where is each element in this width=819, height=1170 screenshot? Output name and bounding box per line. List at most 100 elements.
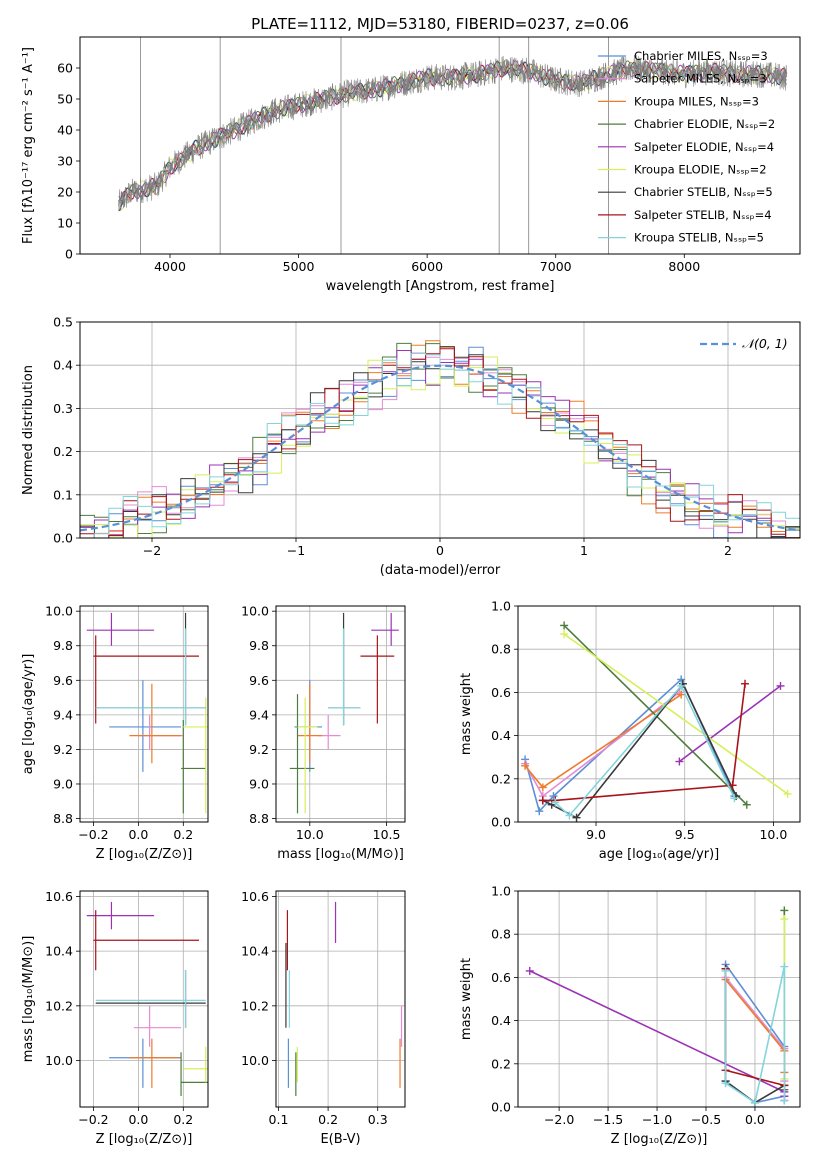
weight-marker-chabrier_stelib: [572, 813, 581, 822]
y-tick-label: 9.0: [53, 776, 73, 791]
weight-line-salpeter_stelib: [542, 683, 746, 802]
legend-label-normal: 𝒩(0, 1): [742, 336, 788, 351]
mass-vs-ebv-panel: 0.1 0.2 0.3 10.0 10.2 10.4 10.6 E(B-V): [241, 889, 406, 1147]
x-axis-label: Z [log₁₀(Z/Z⊙)]: [96, 1132, 193, 1147]
weight-marker-chabrier_elodie: [742, 800, 751, 809]
y-tick-label: 0.8: [491, 927, 511, 942]
age-vs-mass-panel: 10.0 10.5 8.8 9.0 9.2 9.4 9.6 9.8 10.0 mass [log₁…: [241, 604, 406, 862]
weight-marker-chabrier_miles: [535, 807, 544, 816]
y-tick-label: 0.5: [53, 315, 73, 330]
y-tick-label: 9.6: [249, 673, 269, 688]
legend-label-kroupa_miles: Kroupa MILES, Nₛₛₚ=3: [634, 94, 759, 108]
error-bar-kroupa_elodie: [183, 1046, 208, 1083]
y-tick-label: 0.8: [491, 642, 511, 657]
y-tick-label: 8.8: [53, 811, 73, 826]
weight-marker-salpeter_stelib: [538, 796, 547, 805]
x-tick-label: 0: [436, 543, 444, 558]
y-tick-label: 40: [57, 123, 73, 138]
y-tick-label: 0.0: [491, 1100, 511, 1115]
weight-line-chabrier_stelib: [542, 682, 737, 819]
legend-label-salpeter_elodie: Salpeter ELODIE, Nₛₛₚ=4: [634, 140, 774, 154]
legend-label-chabrier_elodie: Chabrier ELODIE, Nₛₛₚ=2: [634, 117, 775, 131]
plot-frame: [79, 321, 801, 539]
y-tick-label: 20: [57, 185, 73, 200]
y-tick-label: 10.2: [241, 998, 269, 1013]
error-bars: [86, 901, 208, 1097]
x-axis-label: Z [log₁₀(Z/Z⊙)]: [96, 847, 193, 862]
x-tick-label: −2.0: [544, 1112, 574, 1127]
error-bar-salpeter_miles: [317, 714, 341, 750]
weight-lines: [521, 621, 792, 822]
error-bar-salpeter_miles: [133, 1005, 182, 1047]
age-vs-Z-panel: −0.2 0.0 0.2 8.8 9.0 9.2 9.4 9.6 9.8 10.0 Z [log₁₀…: [21, 604, 209, 862]
error-bar-kroupa_stelib: [95, 628, 206, 726]
weight-vs-Z-panel: −2.0 −1.5 −1.0 −0.5 0.0 0.0 0.2 0.4 0.6 0.8 1.0 Z […: [459, 884, 801, 1147]
x-tick-label: −0.2: [78, 1112, 108, 1127]
y-tick-label: 1.0: [491, 884, 511, 899]
error-bar-kroupa_miles: [129, 683, 182, 764]
plot-frame: [79, 890, 209, 1108]
x-tick-label: 0.2: [173, 827, 193, 842]
error-bar-salpeter_miles: [138, 714, 184, 750]
y-tick-label: 10.4: [241, 944, 269, 959]
y-tick-label: 0.2: [491, 1056, 511, 1071]
histogram-kroupa_elodie: [80, 356, 800, 538]
y-axis-label: mass [log₁₀(M/M⊙)]: [21, 936, 36, 1063]
y-tick-label: 0.3: [53, 401, 73, 416]
y-axis-label: Flux [fλ10⁻¹⁷ erg cm⁻² s⁻¹ A⁻¹]: [21, 47, 36, 244]
plot-frame: [275, 605, 406, 823]
weight-marker-chabrier_elodie: [560, 621, 569, 630]
x-tick-label: 4000: [154, 259, 186, 274]
x-tick-label: 10.5: [373, 827, 401, 842]
x-tick-label: −1.0: [642, 1112, 672, 1127]
weight-marker-kroupa_stelib: [721, 1079, 730, 1088]
weight-marker-chabrier_elodie: [780, 906, 789, 915]
y-tick-label: 50: [57, 92, 73, 107]
error-bar-chabrier_miles: [109, 680, 182, 772]
y-tick-label: 60: [57, 61, 73, 76]
y-tick-label: 9.0: [249, 776, 269, 791]
y-tick-label: 8.8: [249, 811, 269, 826]
weight-marker-kroupa_elodie: [780, 915, 789, 924]
residual-histograms: [80, 340, 800, 538]
y-tick-label: 9.6: [53, 673, 73, 688]
x-tick-label: 0.0: [745, 1112, 765, 1127]
y-tick-label: 9.4: [53, 707, 73, 722]
error-bar-kroupa_miles: [129, 1038, 179, 1088]
weight-marker-salpeter_stelib: [741, 679, 750, 688]
y-tick-label: 10.6: [45, 889, 73, 904]
error-bar-salpeter_stelib: [360, 635, 395, 724]
weight-marker-kroupa_miles: [677, 690, 686, 699]
y-tick-label: 1.0: [491, 599, 511, 614]
x-tick-label: 0.0: [128, 827, 148, 842]
weight-vs-age-panel: 9.0 9.5 10.0 0.0 0.2 0.4 0.6 0.8 1.0 age [log₁₀(a…: [459, 599, 801, 862]
legend-label-chabrier_miles: Chabrier MILES, Nₛₛₚ=3: [634, 49, 768, 63]
plot-frame: [517, 890, 801, 1108]
x-tick-label: 2: [724, 543, 732, 558]
weight-marker-kroupa_stelib: [730, 794, 739, 803]
y-tick-label: 10.0: [45, 604, 73, 619]
x-tick-label: 8000: [668, 259, 700, 274]
x-tick-label: 0.1: [269, 1112, 289, 1127]
plot-frame: [79, 36, 801, 255]
mass-vs-Z-panel: −0.2 0.0 0.2 10.0 10.2 10.4 10.6 Z [log₁₀(Z/Z⊙)…: [21, 889, 209, 1147]
y-tick-label: 0: [65, 247, 73, 262]
weight-line-kroupa_stelib: [554, 684, 736, 817]
weight-marker-salpeter_elodie: [525, 966, 534, 975]
x-tick-label: 0.2: [173, 1112, 193, 1127]
weight-marker-kroupa_elodie: [560, 630, 569, 639]
plot-frame: [275, 890, 406, 1108]
y-tick-label: 9.8: [249, 638, 269, 653]
weight-marker-kroupa_stelib: [721, 966, 730, 975]
x-axis-label: E(B-V): [320, 1132, 360, 1147]
weight-marker-chabrier_miles: [549, 792, 558, 801]
y-tick-label: 10.0: [241, 1053, 269, 1068]
x-tick-label: 10.0: [296, 827, 324, 842]
weight-line-kroupa_elodie: [563, 633, 789, 795]
y-tick-label: 10.4: [45, 944, 73, 959]
error-bars: [86, 612, 208, 814]
x-tick-label: −1: [287, 543, 305, 558]
legend-label-kroupa_stelib: Kroupa STELIB, Nₛₛₚ=5: [634, 231, 764, 245]
weight-marker-salpeter_elodie: [776, 681, 785, 690]
y-tick-label: 10.0: [45, 1053, 73, 1068]
